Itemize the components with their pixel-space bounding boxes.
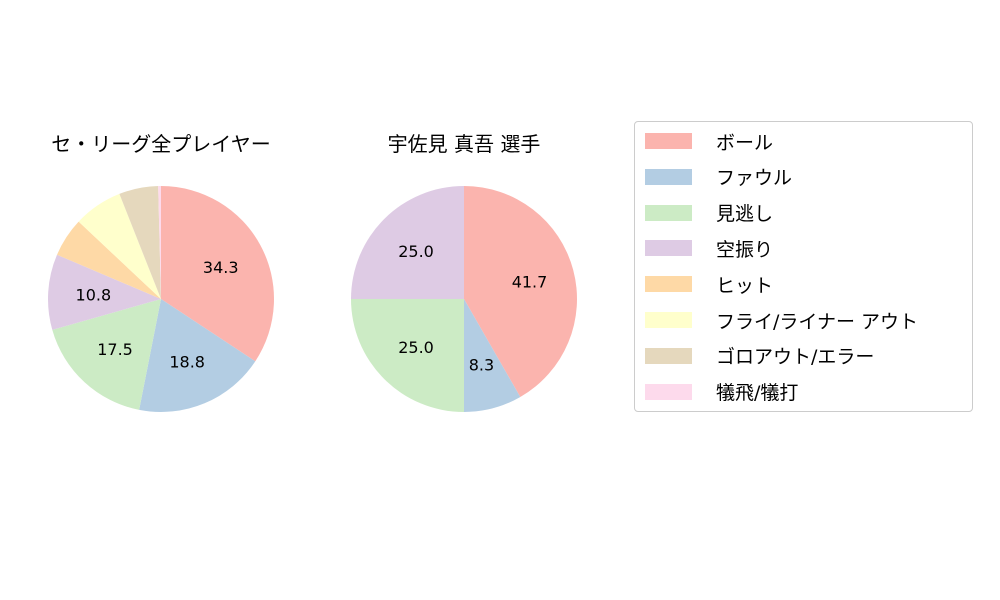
pie-slice (52, 299, 161, 410)
legend-swatch (645, 240, 692, 257)
legend-item: ヒット (645, 272, 774, 297)
legend-item: ボール (645, 129, 774, 154)
pie-slice (78, 193, 161, 299)
slice-label: 18.8 (169, 353, 205, 372)
pie-slice (119, 186, 161, 299)
slice-label: 34.3 (203, 258, 239, 277)
slice-label: 10.8 (76, 286, 112, 305)
chart-title-player: 宇佐見 真吾 選手 (387, 132, 541, 156)
pie-slice (48, 254, 162, 330)
legend-label: ボール (716, 131, 774, 154)
pie-slice (139, 299, 256, 412)
legend-item: 空振り (645, 236, 774, 261)
legend-swatch (645, 312, 692, 328)
legend-label: 犠飛/犠打 (716, 382, 799, 405)
legend-item: 犠飛/犠打 (645, 380, 798, 404)
legend-swatch (645, 347, 692, 364)
chart-title-league: セ・リーグ全プレイヤー (51, 132, 271, 156)
slice-label: 8.3 (469, 356, 494, 375)
legend-label: ヒット (716, 274, 774, 297)
legend-item: 見逃し (645, 201, 773, 225)
legend-item: ゴロアウト/エラー (645, 344, 874, 368)
pie-slice (57, 221, 161, 299)
legend-item: フライ/ライナー アウト (645, 308, 919, 333)
legend-swatch (645, 276, 692, 293)
pie-slice (464, 186, 578, 397)
legend: ボールファウル見逃し空振りヒットフライ/ライナー アウト ゴロアウト/エラー 犠飛/… (634, 121, 973, 412)
pie-slice (158, 186, 161, 299)
pie-slice (351, 299, 464, 412)
pie-slice (351, 186, 464, 299)
slice-label: 25.0 (398, 242, 434, 261)
legend-swatch (645, 204, 692, 221)
legend-swatch (645, 133, 692, 149)
legend-swatch (645, 383, 692, 400)
legend-label: フライ/ライナー アウト (716, 310, 919, 333)
slice-label: 25.0 (398, 338, 434, 357)
legend-label: 空振り (716, 238, 774, 261)
legend-swatch (645, 168, 692, 185)
legend-label: ゴロアウト/エラー (716, 346, 875, 369)
legend-item: ファウル (645, 165, 792, 189)
slice-label: 17.5 (97, 340, 133, 359)
legend-label: ファウル (716, 167, 793, 190)
pie-slice (464, 299, 521, 412)
legend-label: 見逃し (716, 203, 774, 226)
slice-label: 41.7 (512, 273, 548, 292)
pie-slice (161, 185, 275, 362)
